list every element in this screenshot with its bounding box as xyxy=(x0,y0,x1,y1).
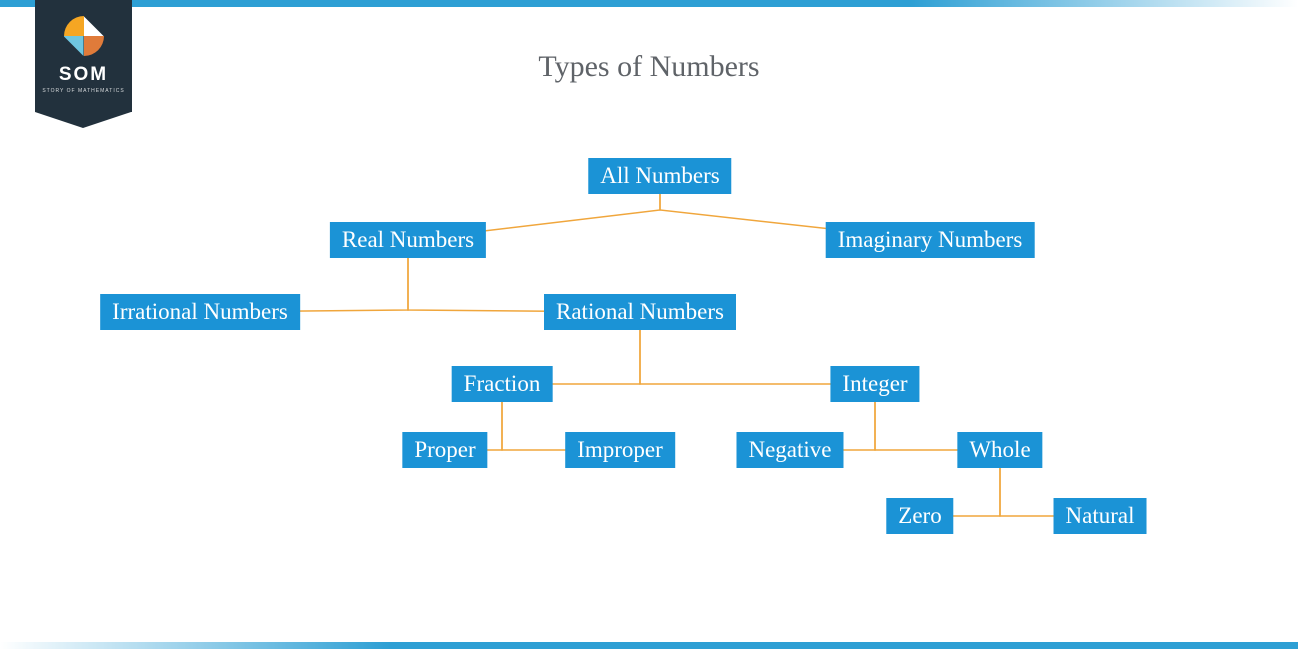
tree-node-irrational: Irrational Numbers xyxy=(100,294,300,330)
tree-node-fraction: Fraction xyxy=(452,366,553,402)
tree-node-real: Real Numbers xyxy=(330,222,486,258)
logo-subtitle: STORY OF MATHEMATICS xyxy=(42,88,124,94)
tree-node-integer: Integer xyxy=(830,366,919,402)
tree-node-natural: Natural xyxy=(1054,498,1147,534)
tree-node-proper: Proper xyxy=(402,432,487,468)
logo-title: SOM xyxy=(59,64,108,86)
tree-node-improper: Improper xyxy=(565,432,675,468)
logo-mark-icon xyxy=(64,16,104,56)
tree-node-rational: Rational Numbers xyxy=(544,294,736,330)
logo-banner: SOM STORY OF MATHEMATICS xyxy=(35,0,132,112)
tree-node-zero: Zero xyxy=(886,498,953,534)
tree-node-imaginary: Imaginary Numbers xyxy=(826,222,1035,258)
tree-node-whole: Whole xyxy=(957,432,1042,468)
tree-diagram: All Numbers Real Numbers Imaginary Numbers… xyxy=(0,0,1298,649)
tree-node-all: All Numbers xyxy=(588,158,731,194)
tree-node-negative: Negative xyxy=(736,432,843,468)
